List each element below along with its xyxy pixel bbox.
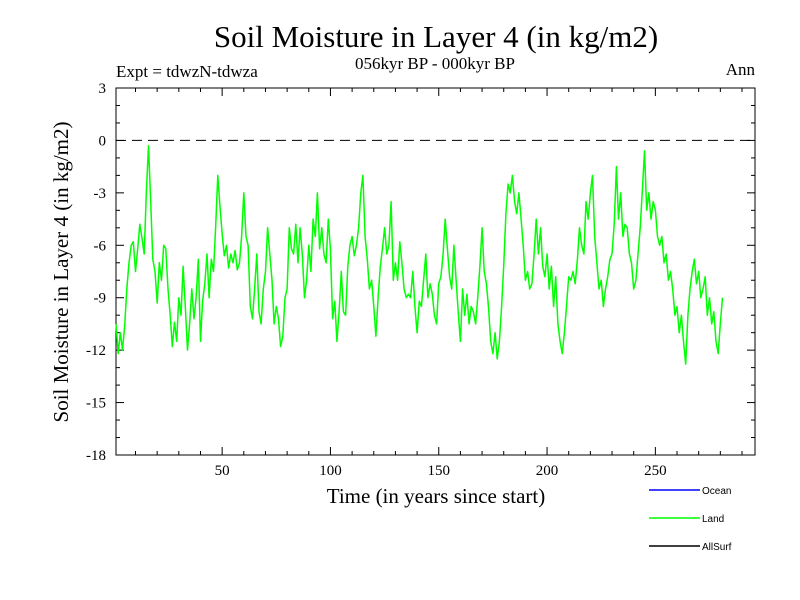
x-tick-label: 150 [427,463,450,479]
y-axis: 3 0 -3 -6 -9 -12 -15 -18 [86,81,755,464]
y-tick-label: -18 [86,448,106,464]
x-axis: 50 100 150 200 250 [134,88,743,479]
y-axis-label: Soil Moisture in Layer 4 (in kg/m2) [49,122,73,423]
y-tick-label: -12 [86,343,106,359]
plot-area [115,144,724,365]
x-tick-label: 250 [644,463,667,479]
chart-title: Soil Moisture in Layer 4 (in kg/m2) [214,19,658,54]
legend-label-allsurf: AllSurf [702,542,732,553]
y-tick-label: -6 [94,238,107,254]
legend-label-ocean: Ocean [702,486,731,497]
chart-subtitle: 056kyr BP - 000kyr BP [355,54,515,73]
legend: Ocean Land AllSurf [649,486,732,553]
series-line-land [115,144,724,365]
x-tick-label: 100 [319,463,342,479]
y-tick-label: -9 [94,291,107,307]
experiment-label: Expt = tdwzN-tdwza [116,62,258,81]
plot-frame [115,87,756,456]
x-tick-label: 200 [536,463,559,479]
y-tick-label: 3 [99,81,107,97]
period-label: Ann [726,60,756,79]
x-axis-label: Time (in years since start) [327,484,546,508]
y-tick-label: -3 [94,186,107,202]
y-tick-label: -15 [86,396,106,412]
legend-label-land: Land [702,514,724,525]
y-tick-label: 0 [99,133,107,149]
x-tick-label: 50 [215,463,230,479]
